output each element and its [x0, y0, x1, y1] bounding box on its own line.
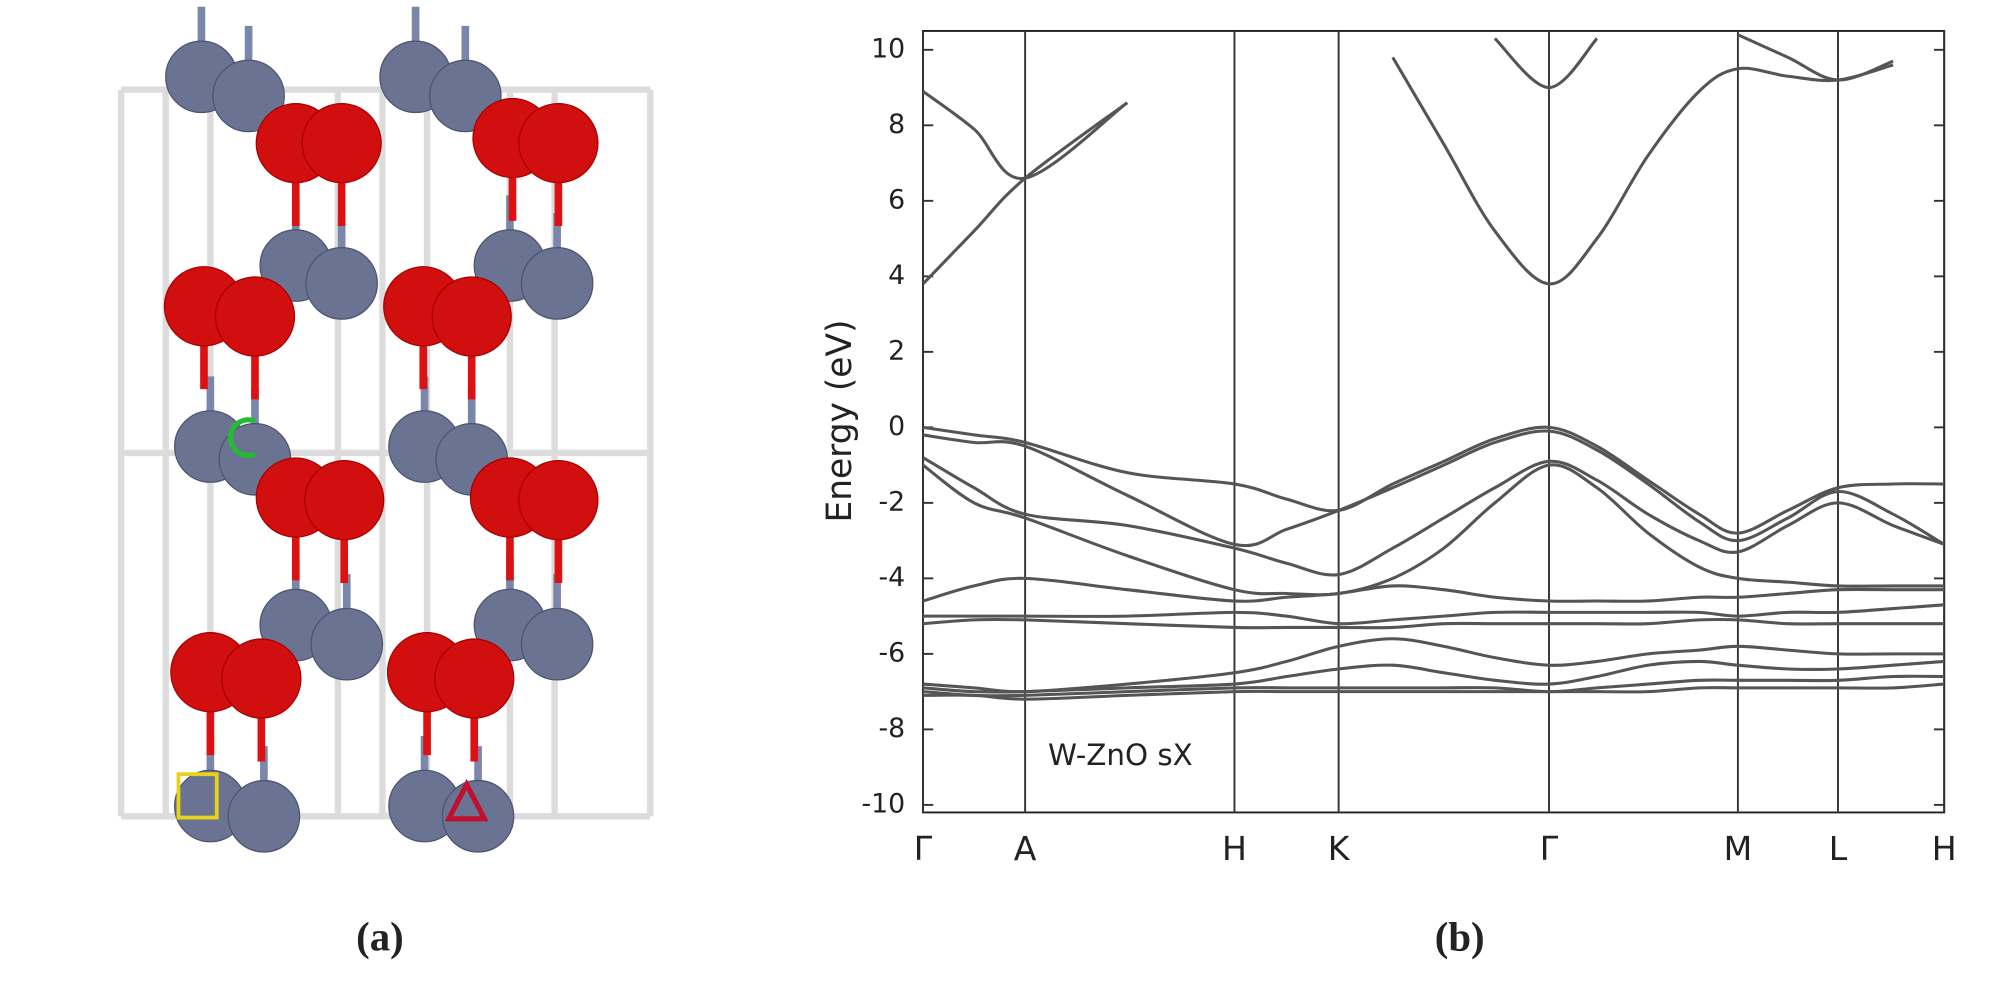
- x-tick-label: M: [1724, 829, 1753, 868]
- x-tick-label: A: [1014, 829, 1037, 868]
- marker: [444, 778, 489, 822]
- x-tick-label: Γ: [1540, 829, 1559, 868]
- bands: [923, 33, 1945, 701]
- band-line: [923, 33, 1894, 180]
- zn-atom: [520, 607, 594, 681]
- band-line: [923, 682, 1945, 701]
- o-atom: [221, 638, 302, 719]
- y-tick-label: -10: [861, 788, 905, 819]
- band-line: [923, 425, 1945, 535]
- band-line: [923, 429, 1945, 548]
- y-tick-label: -2: [878, 486, 905, 517]
- o-atom: [301, 102, 382, 184]
- band-line: [923, 674, 1945, 698]
- zn-atom: [310, 607, 384, 681]
- zn-atom: [305, 247, 378, 320]
- o-atom: [434, 638, 515, 719]
- y-tick-label: 6: [888, 184, 905, 215]
- band-line: [923, 617, 1945, 630]
- y-tick-label: -6: [878, 637, 905, 668]
- band-line: [923, 456, 1945, 577]
- x-tick-label: L: [1829, 829, 1848, 868]
- y-tick-label: 10: [871, 33, 905, 64]
- o-atom: [518, 459, 599, 541]
- marker: [227, 417, 256, 459]
- panel-label: (a): [356, 915, 404, 960]
- plot-area: -10 -8 -6 -4 -2 0 2 4 6 8 10 Γ A H K Γ M L H: [861, 29, 1957, 868]
- x-tick-label: H: [1932, 829, 1957, 868]
- y-tick-label: -4: [878, 562, 905, 593]
- y-axis-label: Energy (eV): [820, 320, 860, 523]
- x-tick-label: Γ: [914, 829, 933, 868]
- y-tick-label: 2: [888, 335, 905, 366]
- x-tick-label: K: [1328, 829, 1351, 868]
- y-tick-label: 8: [888, 109, 905, 140]
- band-line: [923, 603, 1945, 626]
- o-atom: [518, 102, 599, 184]
- panel-label: (b): [1435, 915, 1485, 960]
- zn-atom: [227, 779, 301, 853]
- plot-frame: [922, 29, 1946, 814]
- y-tick-label: 0: [888, 411, 905, 442]
- o-atom: [431, 276, 512, 357]
- y-tick-label: -8: [878, 713, 905, 744]
- x-tick-label: H: [1222, 829, 1247, 868]
- crystal-structure: [117, 6, 654, 853]
- zn-atom: [212, 59, 285, 133]
- y-tick-label: 4: [888, 260, 905, 291]
- annotation: W-ZnO sX: [1048, 738, 1193, 772]
- band-line: [923, 56, 1894, 286]
- zn-atom: [520, 247, 594, 320]
- o-atom: [214, 276, 296, 357]
- marker: [176, 772, 219, 820]
- o-atom: [304, 459, 385, 541]
- band-line: [923, 637, 1945, 694]
- band-line: [923, 576, 1945, 603]
- band-line: [923, 659, 1945, 694]
- band-line: [923, 463, 1945, 597]
